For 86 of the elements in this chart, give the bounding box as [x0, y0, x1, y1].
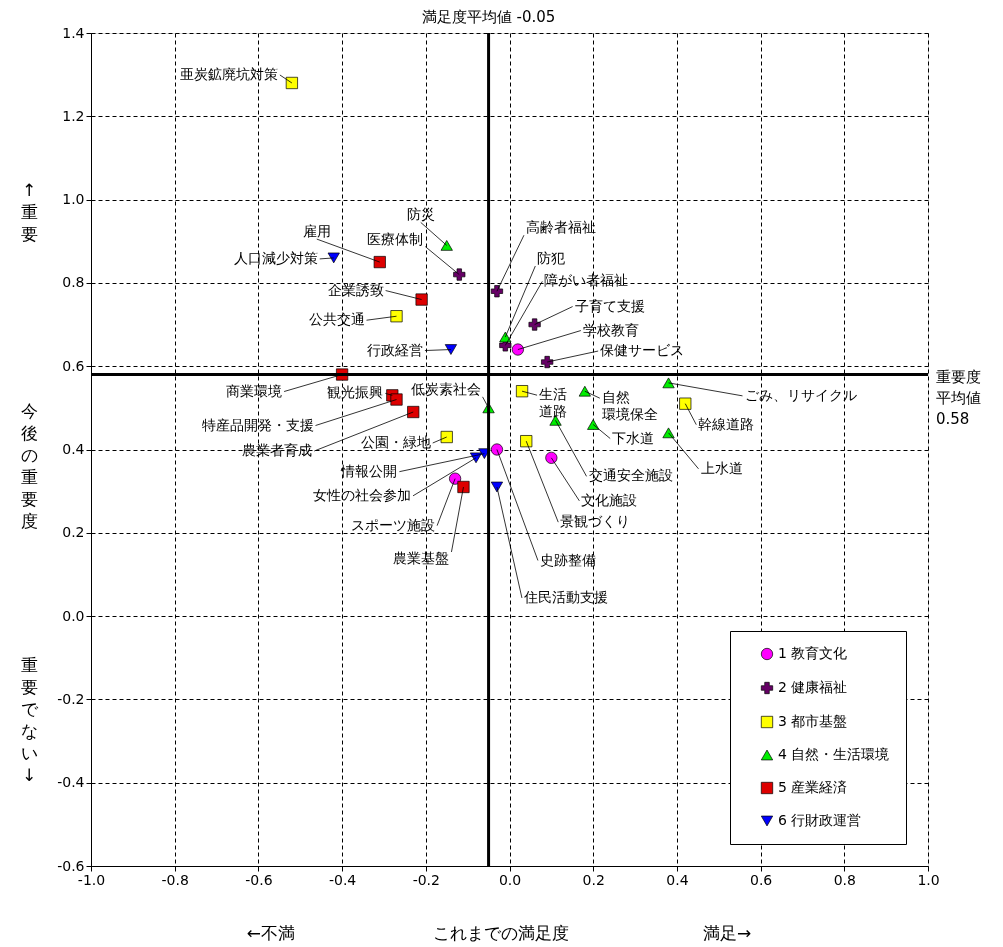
annotation: 防犯 — [537, 250, 566, 267]
point — [453, 268, 466, 281]
point — [490, 481, 503, 493]
annotation: 商業環境 — [226, 382, 283, 399]
point — [415, 293, 428, 306]
point — [457, 480, 470, 494]
legend-label: 5 産業経済 — [778, 779, 848, 795]
point — [440, 430, 453, 444]
x-tick-label: -0.2 — [412, 871, 440, 888]
text: 満足→ — [702, 923, 752, 943]
point — [390, 393, 403, 406]
point — [516, 385, 529, 398]
ref-line-label: 満足度平均値 -0.05 — [421, 8, 556, 26]
point — [327, 252, 340, 264]
y-tick-label: 0.8 — [62, 274, 85, 291]
point — [407, 405, 420, 419]
text: ←不満 — [246, 923, 296, 943]
x-tick-label: 0.4 — [666, 871, 689, 888]
x-tick-label: 0.8 — [833, 871, 856, 888]
annotation: 行政経営 — [366, 341, 423, 358]
legend-label: 3 都市基盤 — [778, 713, 848, 729]
y-tick-label: -0.4 — [57, 774, 85, 791]
annotation: 生活道路 — [539, 386, 568, 420]
x-tick-label: -0.4 — [328, 871, 357, 888]
annotation: 公園・緑地 — [360, 434, 431, 451]
annotation: 史跡整備 — [539, 551, 596, 568]
point — [444, 344, 457, 355]
annotation: 観光振興 — [327, 384, 384, 401]
point — [490, 285, 503, 298]
annotation: 医療体制 — [367, 230, 424, 247]
y-tick-label: 1.0 — [62, 191, 85, 208]
x-tick-label: 1.0 — [917, 871, 940, 888]
annotation: 上水道 — [700, 459, 743, 476]
point — [390, 310, 403, 323]
x-tick-label: -1.0 — [77, 871, 106, 888]
annotation: 亜炭鉱廃坑対策 — [179, 65, 278, 82]
y-tick-label: 1.4 — [62, 24, 85, 41]
annotation: スポーツ施設 — [351, 516, 436, 533]
x-tick-label: -0.6 — [245, 871, 273, 888]
annotation: 景観づくり — [560, 513, 631, 530]
x-tick-label: 0.6 — [749, 871, 773, 888]
y-tick-label: 0.2 — [62, 524, 85, 541]
legend-label: 6 行財政運営 — [778, 812, 862, 828]
point — [520, 435, 533, 448]
point — [511, 343, 524, 356]
text: ↑重要 — [20, 180, 38, 245]
y-axis-title: 今後の重要度 — [20, 401, 38, 532]
point — [440, 240, 453, 251]
x-tick-label: 0.2 — [582, 871, 605, 888]
y-tick-label: 1.2 — [62, 107, 85, 124]
annotation: 高齢者福祉 — [525, 219, 596, 236]
annotation: 特産品開発・支援 — [201, 416, 314, 433]
legend-label: 4 自然・生活環境 — [778, 746, 890, 762]
annotation: 下水道 — [612, 429, 655, 446]
annotation: 文化施設 — [581, 491, 638, 508]
point — [490, 443, 503, 456]
point — [679, 397, 692, 410]
point — [528, 318, 541, 331]
legend-label: 1 教育文化 — [778, 645, 848, 661]
annotation: 情報公開 — [340, 462, 398, 479]
text: 重要でない↓ — [20, 655, 39, 786]
y-tick-label: -0.6 — [57, 857, 85, 874]
annotation: 雇用 — [302, 223, 331, 240]
y-tick-label: -0.2 — [57, 690, 85, 707]
x-tick-label: -0.8 — [161, 871, 189, 888]
annotation: 企業誘致 — [327, 281, 384, 298]
legend-label: 2 健康福祉 — [778, 679, 848, 695]
y-tick-label: 0.4 — [62, 441, 85, 457]
annotation: 低炭素社会 — [410, 380, 481, 397]
x-tick-label: 0.0 — [498, 871, 522, 888]
annotation: 学校教育 — [582, 321, 639, 338]
y-tick-label: 0.6 — [62, 357, 85, 374]
point — [662, 377, 675, 389]
annotation: 幹線道路 — [698, 415, 755, 432]
point — [373, 256, 386, 269]
annotation: 人口減少対策 — [233, 249, 318, 266]
annotation: 交通安全施設 — [588, 467, 673, 484]
annotation: 子育て支援 — [574, 297, 645, 314]
point — [545, 451, 558, 464]
annotation: 農業基盤 — [393, 549, 450, 566]
ref-line-label: 重要度平均値0.58 — [936, 367, 981, 428]
annotation: 自然環境保全 — [601, 389, 658, 423]
y-tick-label: 0.0 — [62, 607, 85, 624]
point — [285, 76, 298, 90]
annotation: 住民活動支援 — [522, 588, 608, 605]
x-axis-title: これまでの満足度 — [433, 923, 570, 943]
